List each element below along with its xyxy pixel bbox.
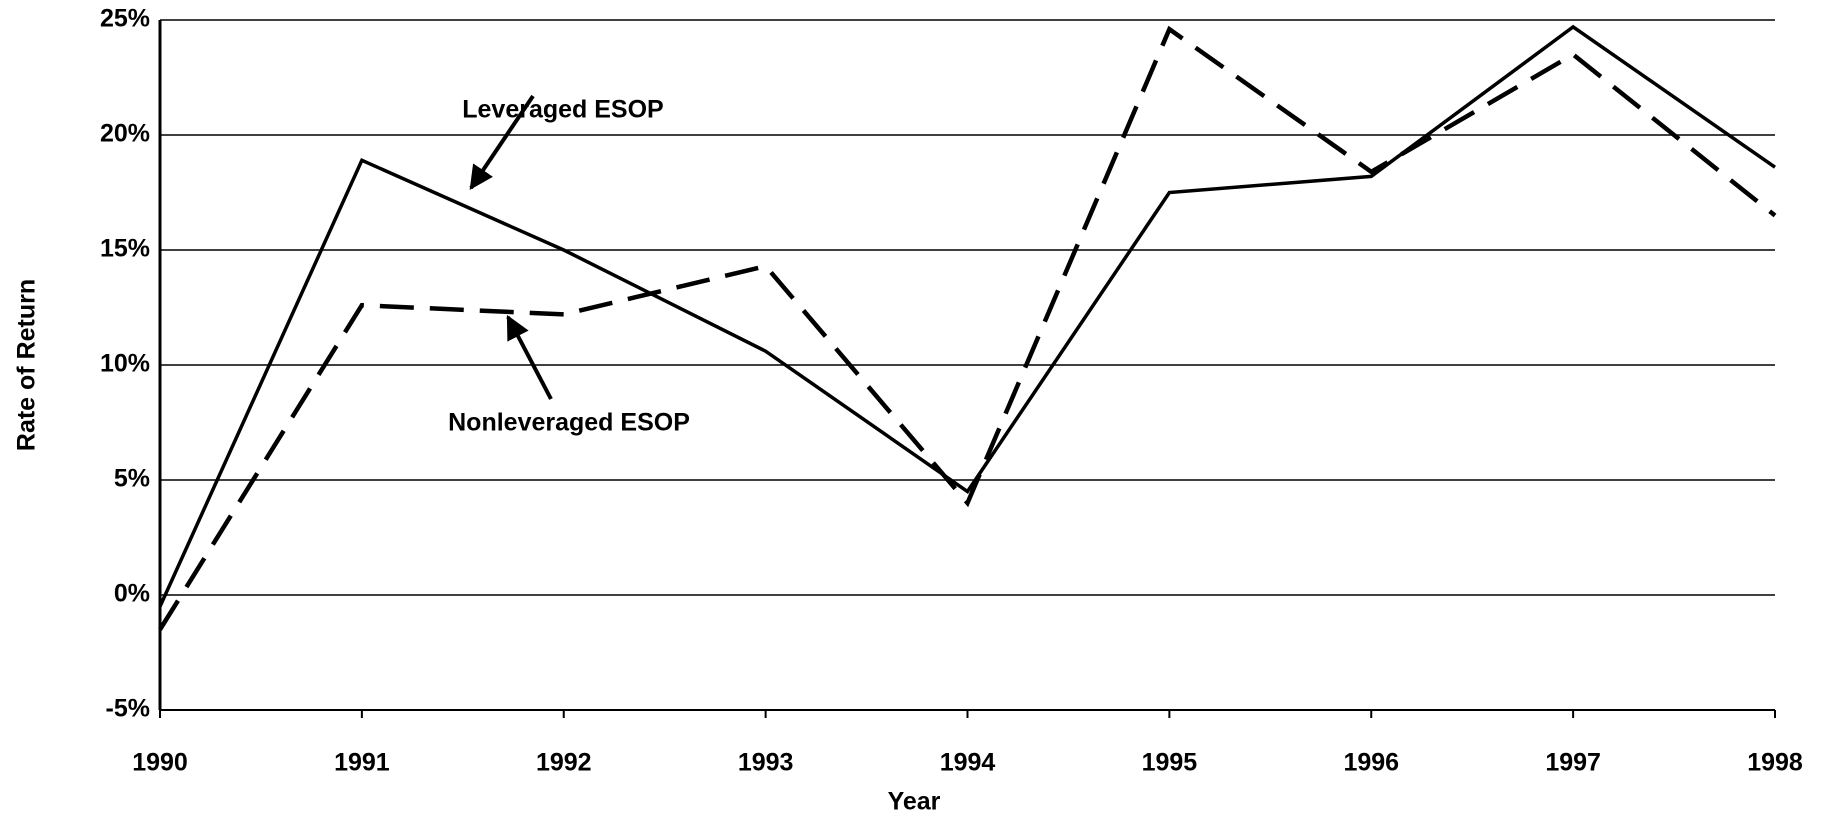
y-tick-label: 0% xyxy=(114,580,150,608)
series-label: Leveraged ESOP xyxy=(462,96,663,124)
y-tick-label: 20% xyxy=(100,120,150,148)
y-axis-label: Rate of Return xyxy=(13,279,41,451)
x-tick-label: 1995 xyxy=(1142,749,1198,777)
annotation-arrow xyxy=(469,94,535,190)
x-tick-label: 1996 xyxy=(1343,749,1399,777)
y-tick-label: 25% xyxy=(100,5,150,33)
series-line xyxy=(158,24,1776,608)
x-tick-label: 1990 xyxy=(132,749,188,777)
x-tick-label: 1994 xyxy=(940,749,996,777)
annotation-arrow xyxy=(506,314,553,400)
y-tick-label: -5% xyxy=(106,695,150,723)
series-label: Nonleveraged ESOP xyxy=(448,409,690,437)
y-tick-label: 10% xyxy=(100,350,150,378)
x-tick-label: 1998 xyxy=(1747,749,1803,777)
series-line xyxy=(158,25,1777,631)
x-tick-label: 1993 xyxy=(738,749,794,777)
x-axis-label: Year xyxy=(888,788,941,816)
x-tick-label: 1991 xyxy=(334,749,390,777)
x-tick-label: 1997 xyxy=(1545,749,1601,777)
y-tick-label: 5% xyxy=(114,465,150,493)
y-tick-label: 15% xyxy=(100,235,150,263)
x-tick-label: 1992 xyxy=(536,749,592,777)
